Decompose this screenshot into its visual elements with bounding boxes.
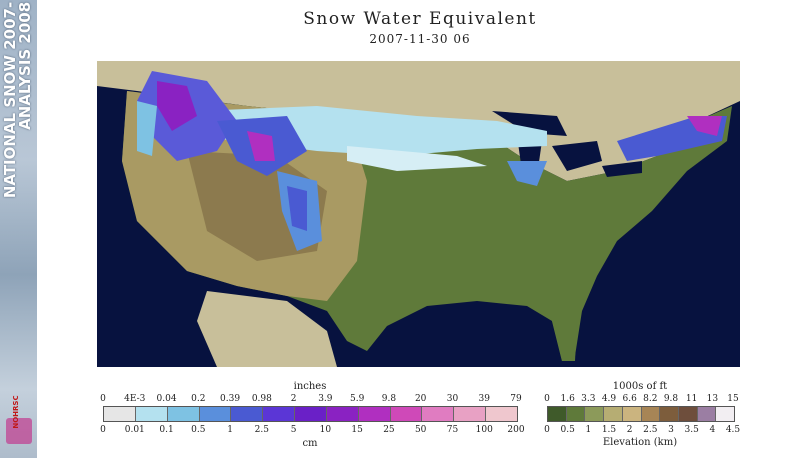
elev-swatch	[622, 407, 642, 421]
us-map-icon	[97, 61, 740, 367]
elev-km-tick-label: 1.5	[601, 425, 617, 435]
elev-ft-ticks: 0 1.6 3.3 4.9 6.6 8.2 9.8 11 13 15	[544, 394, 739, 406]
swe-inch-tick-label: 2	[290, 394, 297, 404]
side-banner: NATIONAL SNOW 2007- ANALYSIS 2008 NOHRSC	[0, 0, 37, 458]
swe-cm-tick-label: 75	[446, 425, 459, 435]
elev-ft-tick-label: 15	[727, 394, 739, 404]
swe-cm-tick-label: 50	[414, 425, 427, 435]
swe-swatch	[263, 407, 296, 421]
swe-inch-tick-label: 79	[510, 394, 522, 404]
elev-km-tick-label: 0.5	[560, 425, 575, 435]
elev-legend-unit-bottom: Elevation (km)	[602, 437, 678, 448]
swe-inch-tick-label: 0.39	[220, 394, 241, 404]
elev-ft-tick-label: 13	[706, 394, 719, 404]
swe-swatch	[486, 407, 517, 421]
elev-km-tick-label: 3	[668, 425, 674, 435]
elev-km-tick-label: 3.5	[684, 425, 699, 435]
elev-km-tick-label: 2	[626, 425, 633, 435]
swe-swatch	[454, 407, 487, 421]
swe-inch-tick-label: 0.2	[191, 394, 206, 404]
swe-cm-tick-label: 100	[475, 425, 493, 435]
swe-cm-tick-label: 2.5	[254, 425, 270, 435]
elev-swatch	[660, 407, 679, 421]
elev-ft-tick-label: 0	[544, 394, 550, 404]
swe-inch-tick-label: 0.98	[251, 394, 272, 404]
swe-swatch	[390, 407, 423, 421]
elev-color-scale	[547, 406, 735, 422]
swe-cm-tick-label: 0.01	[124, 425, 145, 435]
swe-swatch	[231, 407, 264, 421]
swe-swatch	[167, 407, 200, 421]
elev-km-tick-label: 0	[544, 425, 550, 435]
swe-legend-unit-bottom: cm	[302, 438, 318, 449]
swe-swatch	[326, 407, 359, 421]
svg-text:NOHRSC: NOHRSC	[12, 395, 20, 428]
elev-km-tick-label: 4	[709, 425, 716, 435]
chart-date: 2007-11-30 06	[369, 32, 471, 46]
swe-swatch	[135, 407, 168, 421]
swe-inch-ticks: 0 4E-3 0.04 0.2 0.39 0.98 2 3.9 5.9 9.8 20 30 39 79	[100, 394, 522, 406]
swe-inch-tick-label: 4E-3	[124, 394, 146, 404]
swe-legend-unit-top: inches	[293, 381, 327, 392]
elev-swatch	[604, 407, 623, 421]
swe-swatch	[104, 407, 136, 421]
swe-cm-tick-label: 5	[290, 425, 297, 435]
swe-swatch	[199, 407, 232, 421]
swe-inch-tick-label: 0	[100, 394, 106, 404]
elev-swatch	[697, 407, 717, 421]
swe-cm-tick-label: 1	[227, 425, 233, 435]
chart-title: Snow Water Equivalent	[303, 9, 537, 29]
snow-map	[97, 61, 740, 367]
elev-swatch	[716, 407, 735, 421]
swe-cm-tick-label: 0.5	[191, 425, 206, 435]
swe-cm-tick-label: 0	[100, 425, 106, 435]
swe-cm-tick-label: 15	[351, 425, 363, 435]
elev-km-tick-label: 4.5	[725, 425, 741, 435]
swe-swatch	[358, 407, 391, 421]
swe-inch-tick-label: 0.04	[156, 394, 177, 404]
nohrsc-logo-icon: NOHRSC	[6, 395, 32, 444]
elev-ft-tick-label: 8.2	[643, 394, 658, 404]
swe-cm-ticks: 0 0.01 0.1 0.5 1 2.5 5 10 15 25 50 75 100 200	[100, 425, 524, 437]
swe-cm-tick-label: 0.1	[159, 425, 174, 435]
swe-inch-tick-label: 30	[446, 394, 459, 404]
elev-legend-unit-top: 1000s of ft	[612, 381, 668, 392]
elev-km-ticks: 0 0.5 1 1.5 2 2.5 3 3.5 4 4.5	[544, 425, 740, 437]
swe-swatch	[422, 407, 455, 421]
elev-swatch	[566, 407, 586, 421]
elev-ft-tick-label: 6.6	[622, 394, 637, 404]
elev-swatch	[548, 407, 567, 421]
swe-inch-tick-label: 20	[414, 394, 427, 404]
elev-km-tick-label: 2.5	[643, 425, 658, 435]
elev-ft-tick-label: 11	[685, 394, 698, 404]
swe-cm-tick-label: 200	[507, 425, 525, 435]
swe-cm-tick-label: 25	[383, 425, 395, 435]
elev-swatch	[585, 407, 605, 421]
swe-cm-tick-label: 10	[319, 425, 332, 435]
elev-swatch	[641, 407, 661, 421]
swe-swatch	[295, 407, 327, 421]
elev-ft-tick-label: 3.3	[581, 394, 596, 404]
elev-ft-tick-label: 9.8	[663, 394, 679, 404]
swe-inch-tick-label: 9.8	[381, 394, 397, 404]
swe-inch-tick-label: 3.9	[318, 394, 333, 404]
swe-inch-tick-label: 5.9	[349, 394, 365, 404]
swe-color-scale	[103, 406, 518, 422]
elev-km-tick-label: 1	[585, 425, 592, 435]
elev-ft-tick-label: 4.9	[601, 394, 617, 404]
elev-swatch	[678, 407, 698, 421]
swe-inch-tick-label: 39	[478, 394, 490, 404]
elev-ft-tick-label: 1.6	[560, 394, 575, 404]
